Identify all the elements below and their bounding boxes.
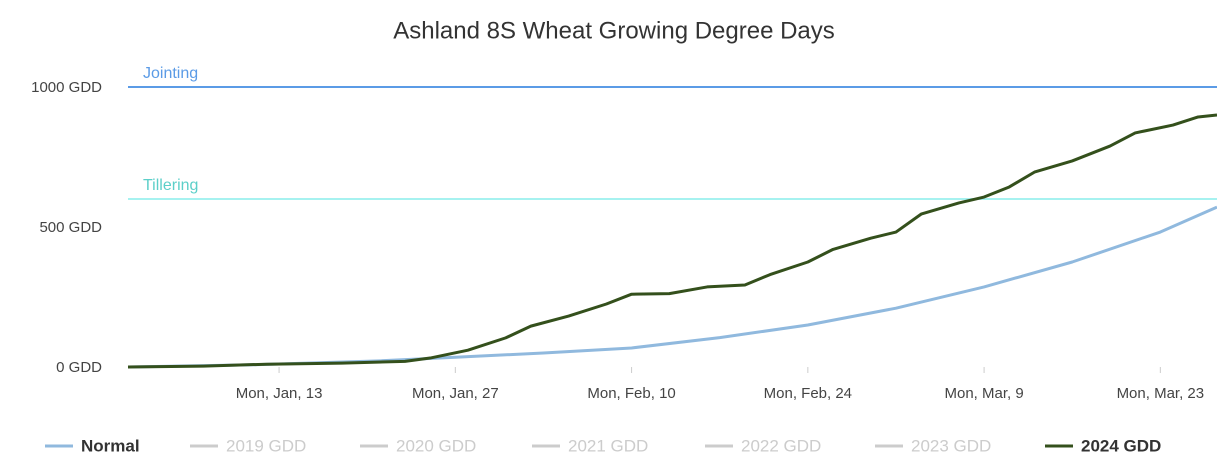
- x-tick-label: Mon, Mar, 23: [1117, 385, 1205, 402]
- y-tick-label: 0 GDD: [56, 359, 102, 376]
- plot-line-label: Tillering: [143, 177, 198, 194]
- plot-line-label: Jointing: [143, 65, 198, 82]
- legend-label: 2024 GDD: [1081, 436, 1161, 455]
- x-tick-label: Mon, Mar, 9: [944, 385, 1023, 402]
- legend-label: 2023 GDD: [911, 436, 991, 455]
- x-tick-label: Mon, Jan, 13: [236, 385, 323, 402]
- legend-label: 2020 GDD: [396, 436, 476, 455]
- x-tick-label: Mon, Feb, 10: [587, 385, 675, 402]
- legend-label: 2019 GDD: [226, 436, 306, 455]
- series-line: [127, 205, 1217, 369]
- legend-label: Normal: [81, 436, 140, 455]
- series-line: [127, 113, 1217, 369]
- y-tick-label: 1000 GDD: [31, 79, 102, 96]
- legend-label: 2022 GDD: [741, 436, 821, 455]
- x-tick-label: Mon, Feb, 24: [764, 385, 852, 402]
- legend-label: 2021 GDD: [568, 436, 648, 455]
- y-tick-label: 500 GDD: [39, 219, 102, 236]
- x-tick-label: Mon, Jan, 27: [412, 385, 499, 402]
- chart-title: Ashland 8S Wheat Growing Degree Days: [393, 17, 835, 44]
